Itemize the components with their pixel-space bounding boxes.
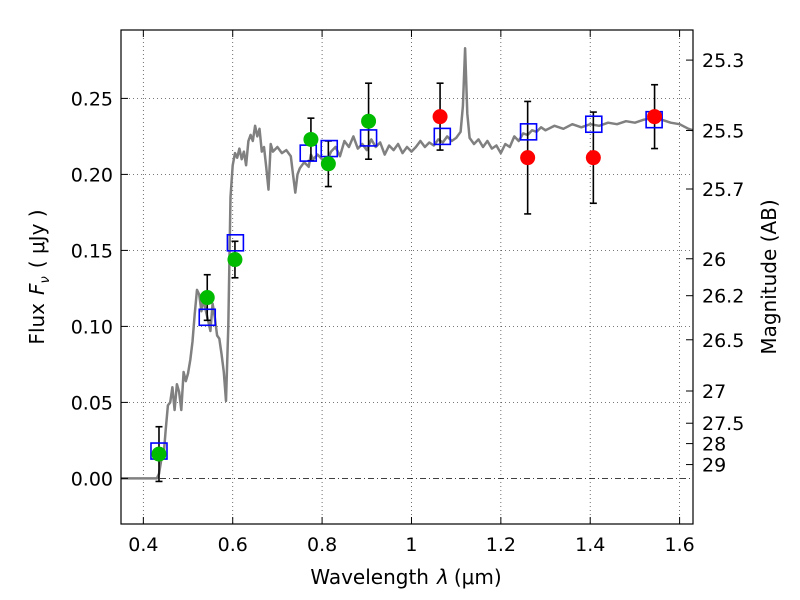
x-tick-label: 1: [405, 534, 417, 556]
observed-point-green: [151, 446, 167, 462]
tick-layer: 0.4 0.6 0.8 1 1.2 1.4 1.6 0.00 0.05 0.10 0.15 0.20 0…: [71, 30, 744, 556]
mag-tick-label: 25.7: [702, 179, 744, 201]
observed-point-green: [199, 290, 215, 306]
mag-tick-label: 26.2: [702, 286, 744, 308]
mag-tick-label: 27: [702, 381, 726, 403]
observed-point-green: [303, 131, 319, 147]
model-photometry-square: [359, 129, 378, 147]
clipped-data: [121, 46, 693, 483]
y-tick-label: 0.25: [71, 88, 113, 110]
model-photometry-square: [584, 115, 603, 134]
observed-point-green: [227, 252, 243, 268]
y-tick-label: 0.00: [71, 468, 113, 490]
x-axis-label: Wavelength λ (μm): [310, 565, 501, 589]
model-photometry-square: [226, 234, 245, 252]
mag-tick-label: 25.5: [702, 120, 744, 142]
y2-axis-label: Magnitude (AB): [757, 199, 781, 354]
y-tick-label: 0.05: [71, 392, 113, 414]
observed-point-green: [320, 156, 336, 172]
observed-point-green: [361, 113, 377, 129]
mag-tick-label: 26: [702, 249, 726, 271]
mag-tick-label: 27.5: [702, 413, 744, 435]
mag-tick-label: 28: [702, 434, 726, 456]
data-layer: [121, 46, 693, 483]
model-photometry-square: [433, 127, 452, 146]
y-axis-label: FluxFν( μJy ): [25, 209, 53, 344]
mag-tick-label: 25.3: [702, 50, 744, 72]
observed-point-red: [520, 150, 536, 166]
y-tick-label: 0.10: [71, 316, 113, 338]
mag-tick-label: 26.5: [702, 330, 744, 352]
x-tick-label: 0.4: [128, 534, 158, 556]
y-tick-label: 0.20: [71, 164, 113, 186]
grid-layer: [121, 30, 693, 524]
observed-point-red: [647, 109, 663, 125]
x-tick-label: 0.6: [218, 534, 248, 556]
observed-point-red: [432, 109, 448, 125]
x-tick-label: 0.8: [307, 534, 337, 556]
model-photometry-square: [198, 308, 217, 327]
x-tick-label: 1.4: [575, 534, 605, 556]
observed-point-red: [585, 150, 601, 166]
mag-tick-label: 29: [702, 455, 726, 477]
model-sed-line: [121, 46, 693, 480]
model-photometry-square: [519, 123, 538, 141]
x-tick-label: 1.6: [664, 534, 694, 556]
y-tick-label: 0.15: [71, 240, 113, 262]
plot-frame: [120, 29, 694, 525]
x-tick-label: 1.2: [486, 534, 516, 556]
